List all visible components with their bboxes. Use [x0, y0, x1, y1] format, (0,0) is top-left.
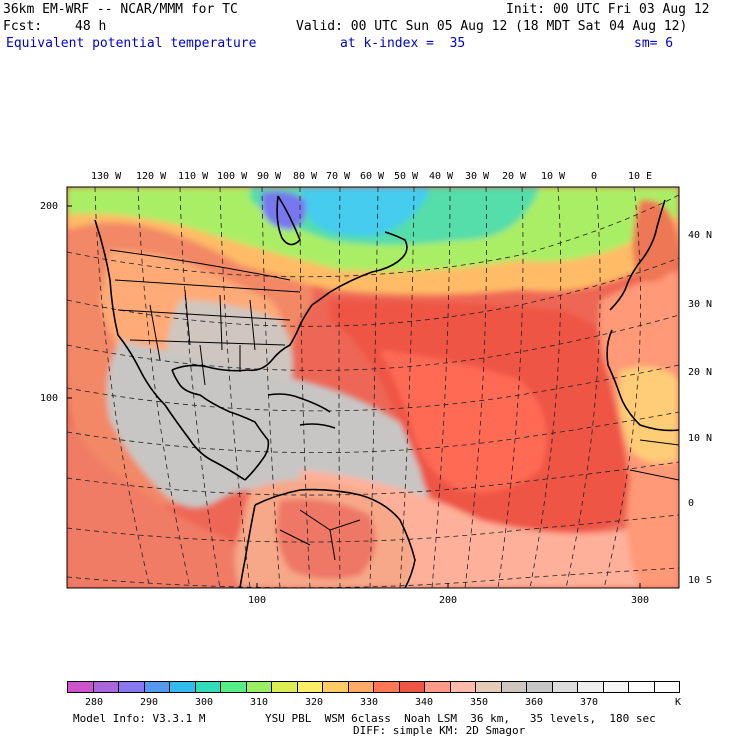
colorbar-tick-label: 310 [250, 697, 269, 708]
field-name: Equivalent potential temperature [6, 36, 257, 51]
level-index: at k-index = 35 [340, 36, 466, 51]
lon-label: 20 W [502, 171, 527, 182]
lon-label: 50 W [394, 171, 419, 182]
colorbar-tick-label: 290 [140, 697, 159, 708]
colorbar-tick-label: 340 [415, 697, 434, 708]
colorbar-swatch [271, 681, 297, 693]
colorbar-swatch [424, 681, 450, 693]
coastlines [94, 195, 679, 588]
colorbar-swatch [653, 681, 680, 693]
colorbar-swatch [67, 681, 93, 693]
lon-label: 70 W [326, 171, 351, 182]
map-frame [66, 186, 680, 589]
colorbar-swatch [373, 681, 399, 693]
colorbar-unit: K [675, 697, 682, 708]
colorbar-swatch [194, 681, 221, 693]
lon-label: 110 W [178, 171, 209, 182]
colorbar-swatch [220, 681, 246, 693]
lon-label: 120 W [136, 171, 167, 182]
forecast-label: Fcst: [3, 19, 43, 34]
field-shading [67, 187, 679, 588]
lat-label: 30 N [688, 299, 713, 310]
colorbar-tick-label: 300 [195, 697, 214, 708]
borders [109, 249, 679, 561]
lon-label: 10 E [628, 171, 653, 182]
init-time: Init: 00 UTC Fri 03 Aug 12 [506, 2, 710, 17]
frame-ticks [67, 205, 641, 588]
colorbar-swatch [500, 681, 527, 693]
colorbar-swatch [577, 681, 603, 693]
colorbar-swatch [551, 681, 578, 693]
grid-x-label: 300 [631, 595, 650, 606]
lat-label: 20 N [688, 367, 713, 378]
lat-label: 10 S [688, 575, 713, 586]
lon-label: 90 W [257, 171, 282, 182]
colorbar-swatch [92, 681, 119, 693]
lon-label: 0 [591, 171, 598, 182]
valid-time: Valid: 00 UTC Sun 05 Aug 12 (18 MDT Sat … [296, 19, 688, 34]
colorbar-swatch [118, 681, 144, 693]
colorbar-tick-label: 280 [85, 697, 104, 708]
lat-label: 40 N [688, 230, 713, 241]
lon-label: 30 W [465, 171, 490, 182]
colorbar-swatch [602, 681, 629, 693]
lat-label: 10 N [688, 433, 713, 444]
forecast-hour: 48 h [75, 19, 107, 34]
colorbar-tick-label: 370 [580, 697, 599, 708]
colorbar-swatch [169, 681, 195, 693]
grid-y-label: 100 [40, 393, 59, 404]
smoothing: sm= 6 [634, 36, 674, 51]
colorbar-swatch [347, 681, 374, 693]
lon-label: 100 W [217, 171, 248, 182]
lon-label: 40 W [429, 171, 454, 182]
colorbar-swatch [475, 681, 501, 693]
colorbar-swatch [322, 681, 348, 693]
colorbar-tick-label: 320 [305, 697, 324, 708]
lon-label: 80 W [293, 171, 318, 182]
lon-label: 60 W [360, 171, 385, 182]
physics-info: YSU PBL WSM 6class Noah LSM 36 km, 35 le… [265, 712, 656, 725]
colorbar-swatch [628, 681, 654, 693]
colorbar-swatch [245, 681, 272, 693]
graticule [67, 187, 679, 588]
lat-label: 0 [688, 498, 695, 509]
colorbar-swatch [296, 681, 323, 693]
lon-label: 130 W [91, 171, 122, 182]
colorbar-swatch [143, 681, 170, 693]
model-title: 36km EM-WRF -- NCAR/MMM for TC [3, 2, 238, 17]
model-info: Model Info: V3.3.1 M [73, 712, 206, 725]
grid-y-label: 200 [40, 201, 59, 212]
diffusion-info: DIFF: simple KM: 2D Smagor [353, 724, 526, 737]
colorbar-swatch [449, 681, 476, 693]
colorbar-tick-label: 330 [360, 697, 379, 708]
lon-label: 10 W [541, 171, 566, 182]
colorbar-swatch [398, 681, 425, 693]
colorbar-tick-label: 360 [525, 697, 544, 708]
grid-x-label: 100 [248, 595, 267, 606]
colorbar-swatch [526, 681, 552, 693]
grid-x-label: 200 [439, 595, 458, 606]
colorbar-tick-label: 350 [470, 697, 489, 708]
